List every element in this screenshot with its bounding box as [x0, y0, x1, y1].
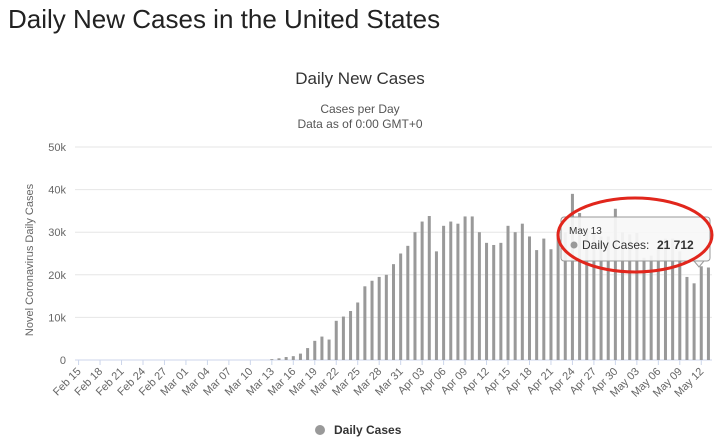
- legend-label[interactable]: Daily Cases: [334, 423, 402, 437]
- bar[interactable]: [327, 339, 331, 360]
- tooltip-box: [560, 216, 711, 262]
- bar[interactable]: [628, 234, 632, 360]
- bar[interactable]: [449, 221, 453, 360]
- bar[interactable]: [485, 242, 489, 360]
- bar[interactable]: [313, 340, 317, 360]
- bar[interactable]: [384, 274, 388, 360]
- bar[interactable]: [635, 233, 639, 360]
- bar[interactable]: [470, 216, 474, 360]
- bar[interactable]: [284, 357, 288, 360]
- tooltip-date: May 13: [569, 226, 602, 237]
- bar[interactable]: [513, 232, 517, 360]
- bar[interactable]: [270, 359, 274, 360]
- y-tick-label: 0: [60, 355, 66, 367]
- bar[interactable]: [621, 232, 625, 360]
- highlight-ellipse: [556, 196, 714, 274]
- tooltip: May 13 Daily Cases: 21 712: [560, 216, 711, 268]
- bar[interactable]: [563, 232, 567, 360]
- bar[interactable]: [699, 266, 703, 360]
- bar[interactable]: [506, 225, 510, 360]
- y-tick-label: 20k: [48, 270, 66, 282]
- bar[interactable]: [349, 311, 353, 360]
- bar[interactable]: [377, 276, 381, 360]
- bar[interactable]: [642, 257, 646, 360]
- bar[interactable]: [527, 236, 531, 360]
- bar[interactable]: [678, 251, 682, 360]
- bar[interactable]: [492, 244, 496, 360]
- bar[interactable]: [556, 232, 560, 360]
- bar[interactable]: [692, 283, 696, 360]
- bar[interactable]: [613, 208, 617, 360]
- tooltip-series-dot: [570, 241, 578, 249]
- bar[interactable]: [413, 232, 417, 360]
- bar[interactable]: [291, 356, 295, 360]
- bar[interactable]: [578, 213, 582, 360]
- bar[interactable]: [298, 353, 302, 360]
- bar[interactable]: [392, 264, 396, 360]
- bar[interactable]: [585, 230, 589, 360]
- bar[interactable]: [656, 249, 660, 360]
- bar[interactable]: [420, 221, 424, 360]
- tooltip-value: 21 712: [657, 238, 694, 252]
- legend[interactable]: Daily Cases: [315, 423, 402, 437]
- bar[interactable]: [606, 236, 610, 360]
- chart-subtitle-line-1: Cases per Day: [320, 102, 399, 116]
- legend-marker: [315, 425, 325, 435]
- bar[interactable]: [406, 245, 410, 360]
- bar[interactable]: [599, 236, 603, 360]
- y-tick-label: 50k: [48, 142, 66, 154]
- bar[interactable]: [520, 223, 524, 360]
- bar[interactable]: [649, 255, 653, 360]
- bars[interactable]: [270, 193, 710, 361]
- bar[interactable]: [463, 216, 467, 360]
- bar[interactable]: [399, 253, 403, 361]
- bar[interactable]: [542, 238, 546, 360]
- chart-title: Daily New Cases: [295, 69, 424, 88]
- bar[interactable]: [306, 348, 310, 360]
- bar[interactable]: [356, 302, 360, 360]
- tooltip-pointer: [692, 260, 706, 268]
- bar[interactable]: [334, 320, 338, 360]
- bar[interactable]: [499, 242, 503, 360]
- tooltip-series-label: Daily Cases:: [582, 238, 649, 252]
- bar[interactable]: [685, 276, 689, 360]
- bar[interactable]: [320, 336, 324, 360]
- bar[interactable]: [477, 232, 481, 360]
- y-tick-label: 40k: [48, 185, 66, 197]
- bar[interactable]: [363, 286, 367, 360]
- bar[interactable]: [535, 250, 539, 360]
- bar[interactable]: [570, 193, 574, 360]
- y-tick-label: 10k: [48, 312, 66, 324]
- bar[interactable]: [341, 316, 345, 360]
- chart-subtitle-line-2: Data as of 0:00 GMT+0: [297, 117, 422, 131]
- bar[interactable]: [549, 249, 553, 360]
- bar[interactable]: [277, 358, 281, 360]
- bar[interactable]: [592, 234, 596, 360]
- y-axis-title: Novel Coronavirus Daily Cases: [24, 183, 36, 336]
- bar[interactable]: [442, 225, 446, 360]
- bar[interactable]: [456, 223, 460, 360]
- bar[interactable]: [434, 251, 438, 360]
- bar[interactable]: [663, 238, 667, 360]
- y-axis-ticks: 0 10k 20k 30k 40k 50k: [48, 142, 66, 367]
- bar[interactable]: [706, 267, 710, 360]
- page-title: Daily New Cases in the United States: [8, 4, 441, 34]
- bar[interactable]: [370, 280, 374, 360]
- bar[interactable]: [427, 216, 431, 360]
- y-tick-label: 30k: [48, 227, 66, 239]
- bar[interactable]: [671, 238, 675, 360]
